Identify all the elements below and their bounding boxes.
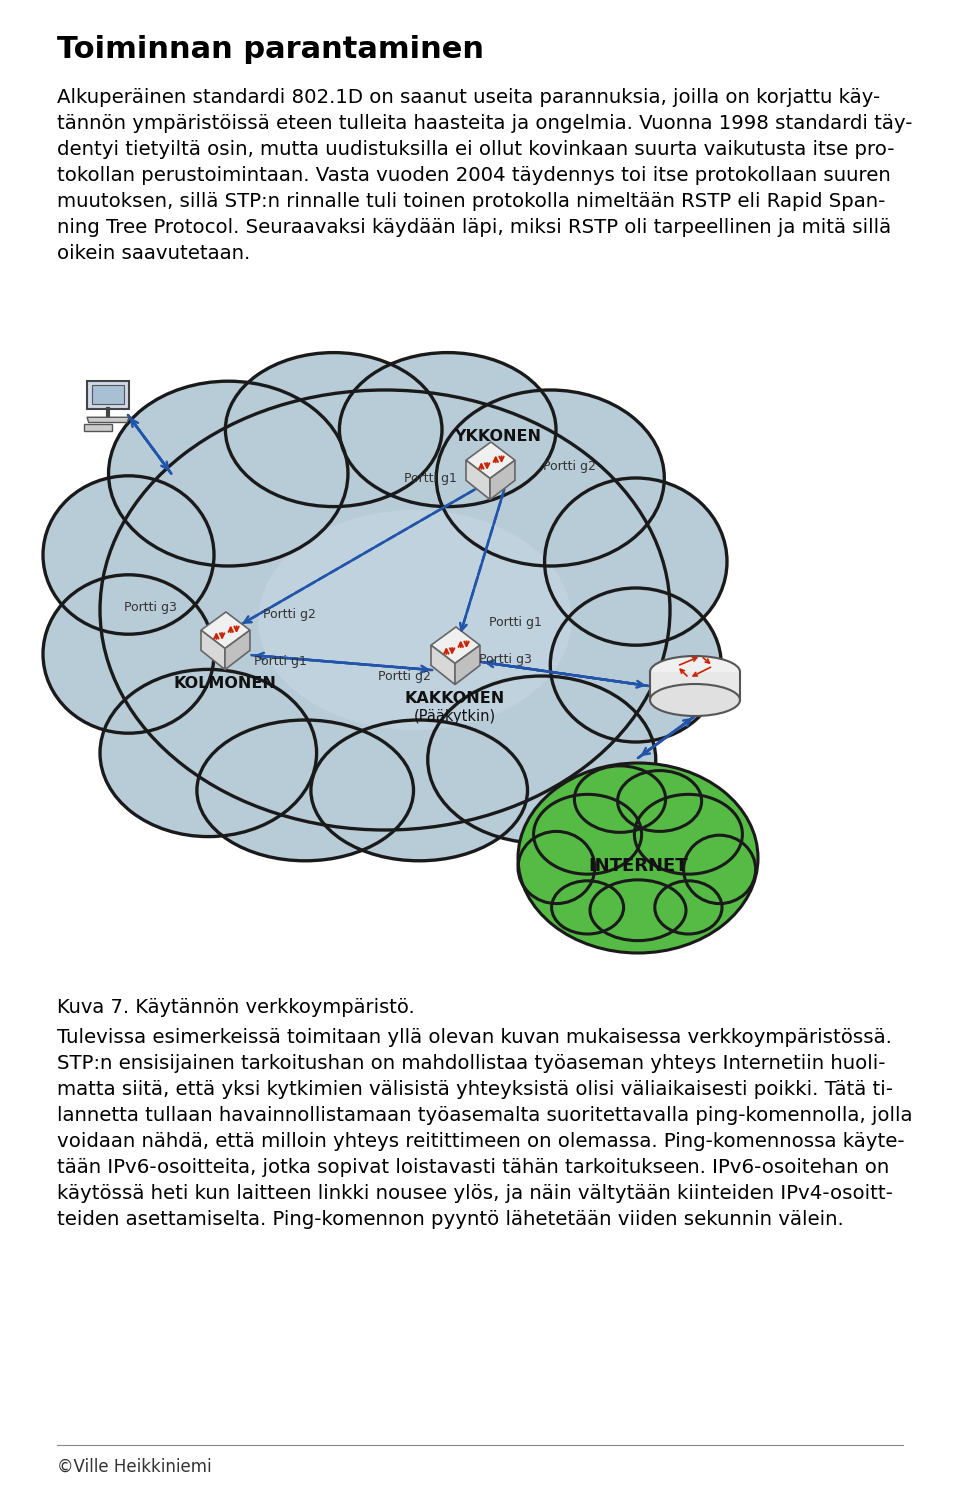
Polygon shape [225, 630, 250, 670]
Ellipse shape [590, 880, 686, 941]
Ellipse shape [258, 510, 572, 730]
Text: Portti g1: Portti g1 [403, 471, 456, 484]
Ellipse shape [436, 389, 664, 566]
Ellipse shape [197, 721, 414, 860]
Text: oikein saavutetaan.: oikein saavutetaan. [57, 244, 251, 263]
Text: INTERNET: INTERNET [588, 857, 687, 875]
Text: tokollan perustoimintaan. Vasta vuoden 2004 täydennys toi itse protokollaan suur: tokollan perustoimintaan. Vasta vuoden 2… [57, 166, 891, 184]
Text: (Pääkytkin): (Pääkytkin) [414, 709, 496, 724]
Polygon shape [87, 380, 129, 409]
Ellipse shape [655, 881, 722, 935]
Text: Portti g3: Portti g3 [479, 654, 532, 666]
Text: tännön ympäristöissä eteen tulleita haasteita ja ongelmia. Vuonna 1998 standardi: tännön ympäristöissä eteen tulleita haas… [57, 114, 913, 134]
Polygon shape [466, 461, 490, 499]
Ellipse shape [635, 795, 742, 874]
Text: STP:n ensisijainen tarkoitushan on mahdollistaa työaseman yhteys Internetiin huo: STP:n ensisijainen tarkoitushan on mahdo… [57, 1054, 885, 1073]
Text: Tulevissa esimerkeissä toimitaan yllä olevan kuvan mukaisessa verkkoympäristössä: Tulevissa esimerkeissä toimitaan yllä ol… [57, 1028, 892, 1048]
Ellipse shape [518, 762, 758, 953]
Text: Kuva 7. Käytännön verkkoympäristö.: Kuva 7. Käytännön verkkoympäristö. [57, 999, 415, 1016]
Text: lannetta tullaan havainnollistamaan työasemalta suoritettavalla ping-komennolla,: lannetta tullaan havainnollistamaan työa… [57, 1106, 913, 1125]
Text: Alkuperäinen standardi 802.1D on saanut useita parannuksia, joilla on korjattu k: Alkuperäinen standardi 802.1D on saanut … [57, 88, 880, 107]
Polygon shape [466, 441, 515, 478]
Ellipse shape [544, 478, 727, 645]
Text: ning Tree Protocol. Seuraavaksi käydään läpi, miksi RSTP oli tarpeellinen ja mit: ning Tree Protocol. Seuraavaksi käydään … [57, 218, 891, 236]
Polygon shape [87, 418, 129, 422]
Polygon shape [201, 630, 225, 670]
Ellipse shape [534, 795, 641, 874]
Text: Portti g1: Portti g1 [253, 655, 306, 667]
Ellipse shape [552, 881, 624, 935]
Polygon shape [84, 424, 111, 431]
Ellipse shape [100, 669, 317, 837]
Ellipse shape [617, 771, 702, 831]
Ellipse shape [100, 389, 670, 831]
Polygon shape [201, 612, 250, 648]
Text: KAKKONEN: KAKKONEN [405, 691, 505, 706]
Ellipse shape [428, 676, 656, 843]
Polygon shape [490, 461, 515, 499]
Ellipse shape [43, 476, 214, 635]
Ellipse shape [226, 352, 442, 507]
Text: matta siitä, että yksi kytkimien välisistä yhteyksistä olisi väliaikaisesti poik: matta siitä, että yksi kytkimien välisis… [57, 1080, 893, 1100]
Ellipse shape [108, 382, 348, 566]
Ellipse shape [518, 831, 595, 903]
Text: YKKONEN: YKKONEN [454, 429, 541, 444]
Polygon shape [650, 672, 740, 700]
Text: tään IPv6-osoitteita, jotka sopivat loistavasti tähän tarkoitukseen. IPv6-osoite: tään IPv6-osoitteita, jotka sopivat lois… [57, 1158, 889, 1177]
Text: Toiminnan parantaminen: Toiminnan parantaminen [57, 36, 484, 64]
Ellipse shape [684, 835, 756, 903]
Ellipse shape [550, 588, 721, 742]
Ellipse shape [574, 765, 665, 832]
Text: Portti g2: Portti g2 [542, 459, 595, 473]
Text: käytössä heti kun laitteen linkki nousee ylös, ja näin vältytään kiinteiden IPv4: käytössä heti kun laitteen linkki nousee… [57, 1184, 893, 1204]
Ellipse shape [650, 655, 740, 688]
Polygon shape [455, 645, 480, 685]
Text: muutoksen, sillä STP:n rinnalle tuli toinen protokolla nimeltään RSTP eli Rapid : muutoksen, sillä STP:n rinnalle tuli toi… [57, 192, 885, 211]
Text: ©Ville Heikkiniemi: ©Ville Heikkiniemi [57, 1458, 211, 1476]
Text: teiden asettamiselta. Ping-komennon pyyntö lähetetään viiden sekunnin välein.: teiden asettamiselta. Ping-komennon pyyn… [57, 1210, 844, 1229]
Ellipse shape [650, 684, 740, 716]
Polygon shape [431, 627, 480, 663]
Text: Portti g2: Portti g2 [378, 670, 431, 682]
Text: Portti g2: Portti g2 [263, 608, 316, 621]
Ellipse shape [43, 575, 214, 733]
Ellipse shape [340, 352, 556, 507]
Text: voidaan nähdä, että milloin yhteys reitittimeen on olemassa. Ping-komennossa käy: voidaan nähdä, että milloin yhteys reiti… [57, 1132, 904, 1152]
Text: dentyi tietyiltä osin, mutta uudistuksilla ei ollut kovinkaan suurta vaikutusta : dentyi tietyiltä osin, mutta uudistuksil… [57, 140, 895, 159]
Ellipse shape [311, 721, 527, 860]
Text: Portti g1: Portti g1 [489, 617, 541, 629]
Polygon shape [92, 385, 124, 404]
Polygon shape [431, 645, 455, 685]
Text: KOLMONEN: KOLMONEN [174, 676, 276, 691]
Text: Portti g3: Portti g3 [124, 600, 177, 614]
